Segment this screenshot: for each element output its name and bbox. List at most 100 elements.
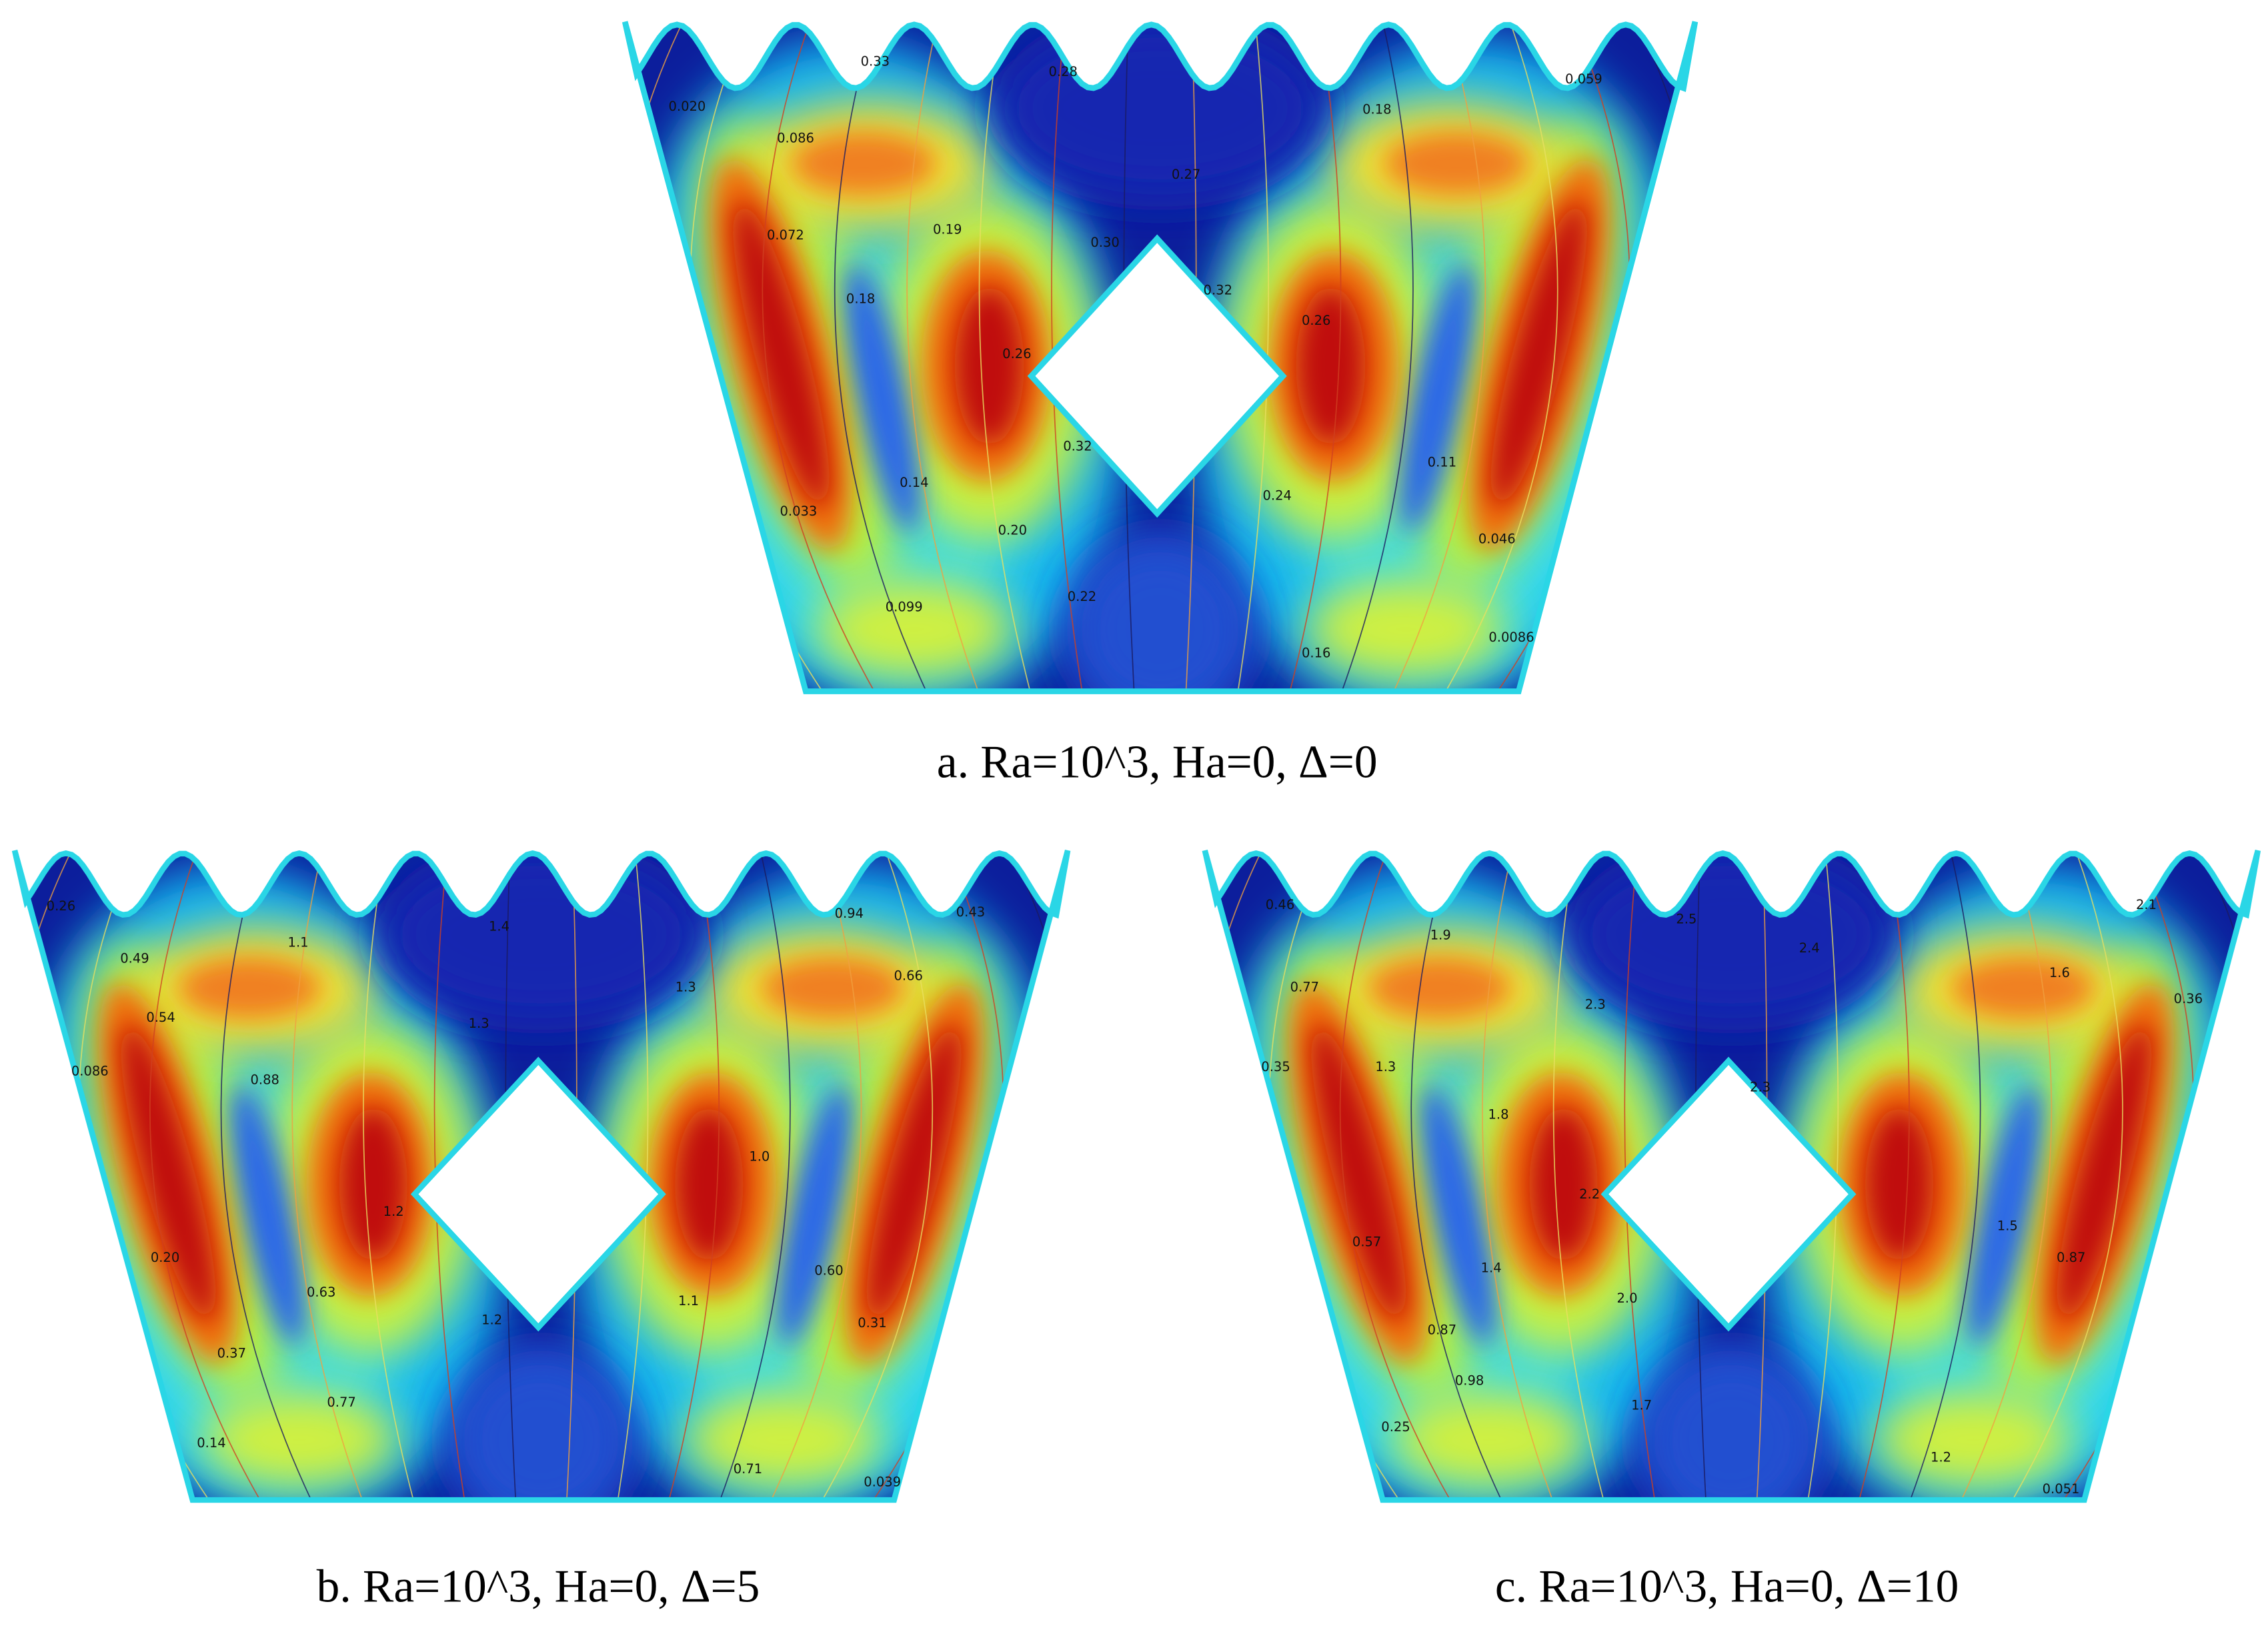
- heat-blob: [675, 1107, 744, 1262]
- contour-label: 2.3: [1750, 1079, 1771, 1094]
- contour-line: [834, 21, 932, 692]
- contour-label: 2.2: [1579, 1186, 1600, 1202]
- heat-blob: [866, 1024, 962, 1323]
- contour-label: 1.3: [1375, 1059, 1396, 1074]
- heat-blob: [844, 263, 921, 533]
- contour-label: 0.18: [1362, 101, 1391, 117]
- contour-label: 0.020: [668, 99, 706, 114]
- contour-label: 1.9: [1430, 928, 1451, 943]
- contour-label: 0.26: [1302, 313, 1330, 328]
- heat-blob: [1296, 286, 1366, 446]
- contour-label: 1.1: [678, 1293, 699, 1309]
- contour-label: 0.033: [780, 504, 817, 519]
- contour-label: 0.66: [894, 968, 922, 983]
- contour-label: 0.046: [1478, 531, 1516, 546]
- heat-blob: [1420, 1084, 1496, 1346]
- contour-label: 0.71: [734, 1461, 762, 1477]
- contour-label: 1.3: [469, 1016, 489, 1031]
- contour-line: [762, 21, 881, 692]
- heat-blob: [384, 850, 698, 1019]
- heat-blob: [791, 131, 936, 195]
- contour-label: 0.46: [1266, 897, 1294, 912]
- contour-line: [816, 850, 934, 1501]
- panel: [1202, 850, 2261, 1503]
- contour-line: [1439, 21, 1558, 692]
- contour-label: 0.18: [846, 291, 875, 306]
- contour-line: [2006, 850, 2123, 1501]
- contour-label: 0.77: [327, 1395, 355, 1410]
- heat-blob: [1574, 850, 1889, 1019]
- heat-blob: [954, 286, 1024, 446]
- contour-label: 0.099: [886, 599, 923, 614]
- caption: c. Ra=10^3, Ha=0, Δ=10: [1495, 1561, 1959, 1612]
- contour-label: 0.20: [998, 522, 1027, 538]
- contour-label: 0.36: [2174, 991, 2203, 1006]
- contour-label: 0.28: [1049, 64, 1078, 79]
- contour-label: 2.4: [1799, 940, 1820, 956]
- heat-blob: [683, 1390, 883, 1489]
- contour-line: [978, 21, 1034, 692]
- contour-line: [1482, 850, 1557, 1501]
- contour-line: [220, 850, 317, 1501]
- heat-blob: [813, 578, 1016, 680]
- heat-blob: [199, 1390, 399, 1489]
- heat-blob: [1967, 1084, 2043, 1346]
- contour-label: 0.039: [864, 1474, 901, 1489]
- contour-line: [1388, 21, 1486, 692]
- contour-label: 0.37: [217, 1345, 246, 1361]
- contour-label: 0.32: [1204, 282, 1232, 297]
- contour-label: 0.98: [1455, 1373, 1484, 1389]
- heat-blob: [762, 956, 904, 1019]
- caption: a. Ra=10^3, Ha=0, Δ=0: [937, 736, 1378, 788]
- contour-label: 0.87: [1428, 1323, 1456, 1338]
- contour-label: 0.059: [1565, 71, 1602, 87]
- obstacle: [1600, 1056, 1857, 1332]
- contour-label: 0.22: [1068, 589, 1096, 604]
- heat-blob: [1952, 956, 2095, 1019]
- contour-label: 1.1: [288, 934, 309, 950]
- contour-label: 0.0086: [1488, 630, 1534, 645]
- contour-line: [1337, 21, 1414, 692]
- heat-blob: [1490, 200, 1588, 508]
- contour-label: 0.24: [1262, 488, 1291, 503]
- caption: b. Ra=10^3, Ha=0, Δ=5: [317, 1561, 760, 1612]
- contour-label: 0.26: [1002, 346, 1031, 361]
- panel: [622, 21, 1698, 694]
- contour-label: 1.8: [1488, 1106, 1508, 1122]
- contour-label: 0.086: [777, 131, 814, 146]
- contour-label: 0.051: [2043, 1481, 2080, 1497]
- heat-blob: [2057, 1024, 2152, 1323]
- heat-blob: [178, 956, 321, 1019]
- contour-line: [666, 850, 720, 1501]
- contour-line: [1856, 850, 1910, 1501]
- heat-blob: [1311, 1024, 1406, 1323]
- contour-label: 0.57: [1352, 1234, 1381, 1249]
- heat-blob: [339, 1107, 407, 1262]
- contour-label: 0.11: [1428, 454, 1456, 470]
- contour-label: 0.14: [900, 475, 928, 490]
- contour-label: 0.88: [250, 1072, 279, 1087]
- heat-blob: [455, 1355, 627, 1501]
- contour-line: [1906, 850, 1981, 1501]
- contour-label: 0.16: [1302, 646, 1330, 661]
- outline: [1202, 850, 2261, 1503]
- heat-blob: [1873, 1390, 2073, 1489]
- contour-label: 0.63: [307, 1285, 335, 1300]
- contour-label: 0.54: [146, 1010, 175, 1025]
- contour-label: 0.072: [767, 227, 804, 243]
- contour-line: [906, 21, 983, 692]
- heat-blob: [1384, 131, 1529, 195]
- contour-label: 0.49: [120, 950, 149, 966]
- contour-line: [716, 850, 791, 1501]
- outline: [11, 850, 1071, 1503]
- contour-label: 2.1: [2136, 897, 2157, 912]
- contour-label: 0.19: [933, 221, 962, 237]
- heat-blob: [1399, 263, 1476, 533]
- contour-label: 1.5: [1997, 1218, 2018, 1233]
- contour-label: 0.43: [956, 904, 985, 920]
- heat-blob: [1073, 542, 1247, 692]
- heat-blob: [1000, 21, 1320, 195]
- contour-line: [291, 850, 367, 1501]
